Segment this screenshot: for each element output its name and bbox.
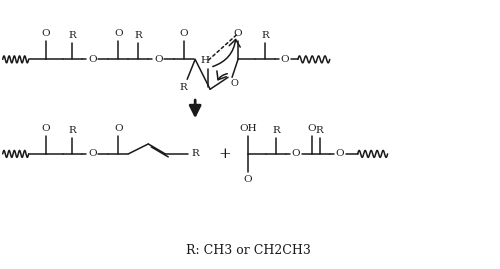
Text: R: R	[316, 126, 324, 134]
Text: R: R	[192, 149, 199, 158]
Text: O: O	[88, 149, 97, 158]
Text: R: R	[134, 31, 142, 40]
Text: O: O	[42, 29, 50, 38]
Text: O: O	[180, 29, 188, 38]
Text: R: R	[68, 31, 76, 40]
Text: R: R	[261, 31, 269, 40]
Text: O: O	[114, 123, 122, 133]
Text: H: H	[200, 56, 209, 65]
Text: O: O	[280, 55, 289, 64]
Text: +: +	[218, 147, 232, 161]
Text: R: R	[180, 83, 187, 92]
Text: O: O	[308, 123, 316, 133]
Text: O: O	[230, 79, 238, 88]
Text: O: O	[114, 29, 122, 38]
Text: OH: OH	[239, 123, 257, 133]
Text: O: O	[154, 55, 162, 64]
Text: O: O	[234, 29, 242, 38]
Text: O: O	[42, 123, 50, 133]
FancyArrowPatch shape	[213, 40, 240, 66]
Text: R: R	[68, 126, 76, 134]
Text: R: CH3 or CH2CH3: R: CH3 or CH2CH3	[186, 244, 310, 257]
FancyArrowPatch shape	[217, 71, 228, 80]
Text: O: O	[244, 175, 252, 184]
Text: R: R	[272, 126, 280, 134]
Text: O: O	[292, 149, 300, 158]
Text: O: O	[88, 55, 97, 64]
Text: O: O	[336, 149, 344, 158]
